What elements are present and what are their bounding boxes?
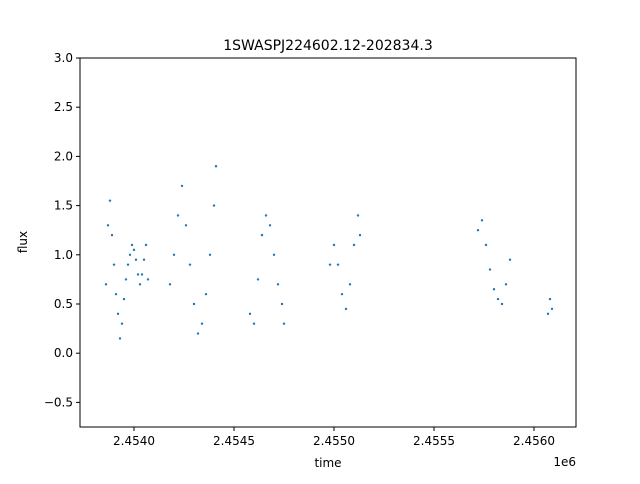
data-point [200,322,204,325]
x-tick-label: 2.4545 [213,434,255,448]
data-point [282,322,286,325]
data-point [356,214,360,217]
data-point [332,243,336,247]
data-point [196,332,200,335]
data-point [248,312,252,316]
data-point [114,292,118,296]
data-point [132,248,136,252]
data-point [340,292,344,296]
data-point [104,283,108,286]
points-layer [104,165,554,340]
data-point [358,233,362,237]
data-point [172,253,176,256]
data-point [548,297,552,301]
data-point [136,273,140,276]
data-point [108,199,112,202]
data-point [192,302,196,306]
data-point [550,307,554,311]
data-point [144,243,148,247]
data-point [260,233,264,237]
x-tick-label: 2.4540 [113,434,155,448]
data-point [344,307,348,311]
data-point [484,243,488,247]
y-tick-label: 2.5 [54,100,73,114]
data-point [130,243,134,247]
data-point [504,283,508,286]
data-point [138,283,142,286]
y-tick-label: 0.0 [54,346,73,360]
y-axis-label: flux [16,231,30,253]
x-tick-label: 2.4555 [413,434,455,448]
data-point [496,297,500,301]
y-tick-label: 0.5 [54,297,73,311]
data-point [106,224,110,227]
data-point [168,283,172,286]
data-point [140,273,144,276]
data-point [268,224,272,227]
data-point [118,337,122,340]
data-point [188,263,192,266]
data-point [352,243,356,247]
chart-title: 1SWASPJ224602.12-202834.3 [223,38,432,54]
data-point [112,263,116,266]
plot-frame [79,57,577,428]
data-point [252,322,256,325]
data-point [508,258,512,261]
data-point [214,165,218,168]
x-axis-label: time [314,456,341,470]
data-point [116,312,120,316]
data-point [272,253,276,256]
x-axis: 2.4540 2.4545 2.4550 2.4555 2.4560 [113,427,555,448]
data-point [276,283,280,286]
y-tick-label: 1.0 [54,248,73,262]
data-point [264,214,268,217]
data-point [180,184,184,188]
data-point [208,253,212,256]
x-tick-label: 2.4560 [513,434,555,448]
data-point [476,229,480,232]
y-tick-label: 2.0 [54,149,73,163]
data-point [134,258,138,261]
data-point [500,302,504,306]
data-point [128,253,132,256]
y-tick-label: 1.5 [54,199,73,213]
y-axis: −0.5 0.0 0.5 1.0 1.5 2.0 2.5 3.0 [44,51,80,409]
y-tick-label: −0.5 [44,395,73,409]
data-point [142,258,146,261]
data-point [488,268,492,271]
data-point [176,214,180,217]
data-point [336,263,340,266]
data-point [124,278,128,281]
data-point [280,302,284,306]
data-point [546,312,550,316]
x-tick-label: 2.4550 [313,434,355,448]
data-point [492,288,496,291]
y-tick-label: 3.0 [54,51,73,65]
data-point [110,233,114,237]
data-point [184,224,188,227]
x-offset-label: 1e6 [553,455,576,469]
data-point [204,292,208,296]
data-point [480,219,484,222]
data-point [126,263,130,266]
data-point [212,204,216,207]
data-point [328,263,332,266]
data-point [120,322,124,325]
data-point [122,297,126,301]
data-point [348,283,352,286]
data-point [256,278,260,281]
data-point [146,278,150,281]
